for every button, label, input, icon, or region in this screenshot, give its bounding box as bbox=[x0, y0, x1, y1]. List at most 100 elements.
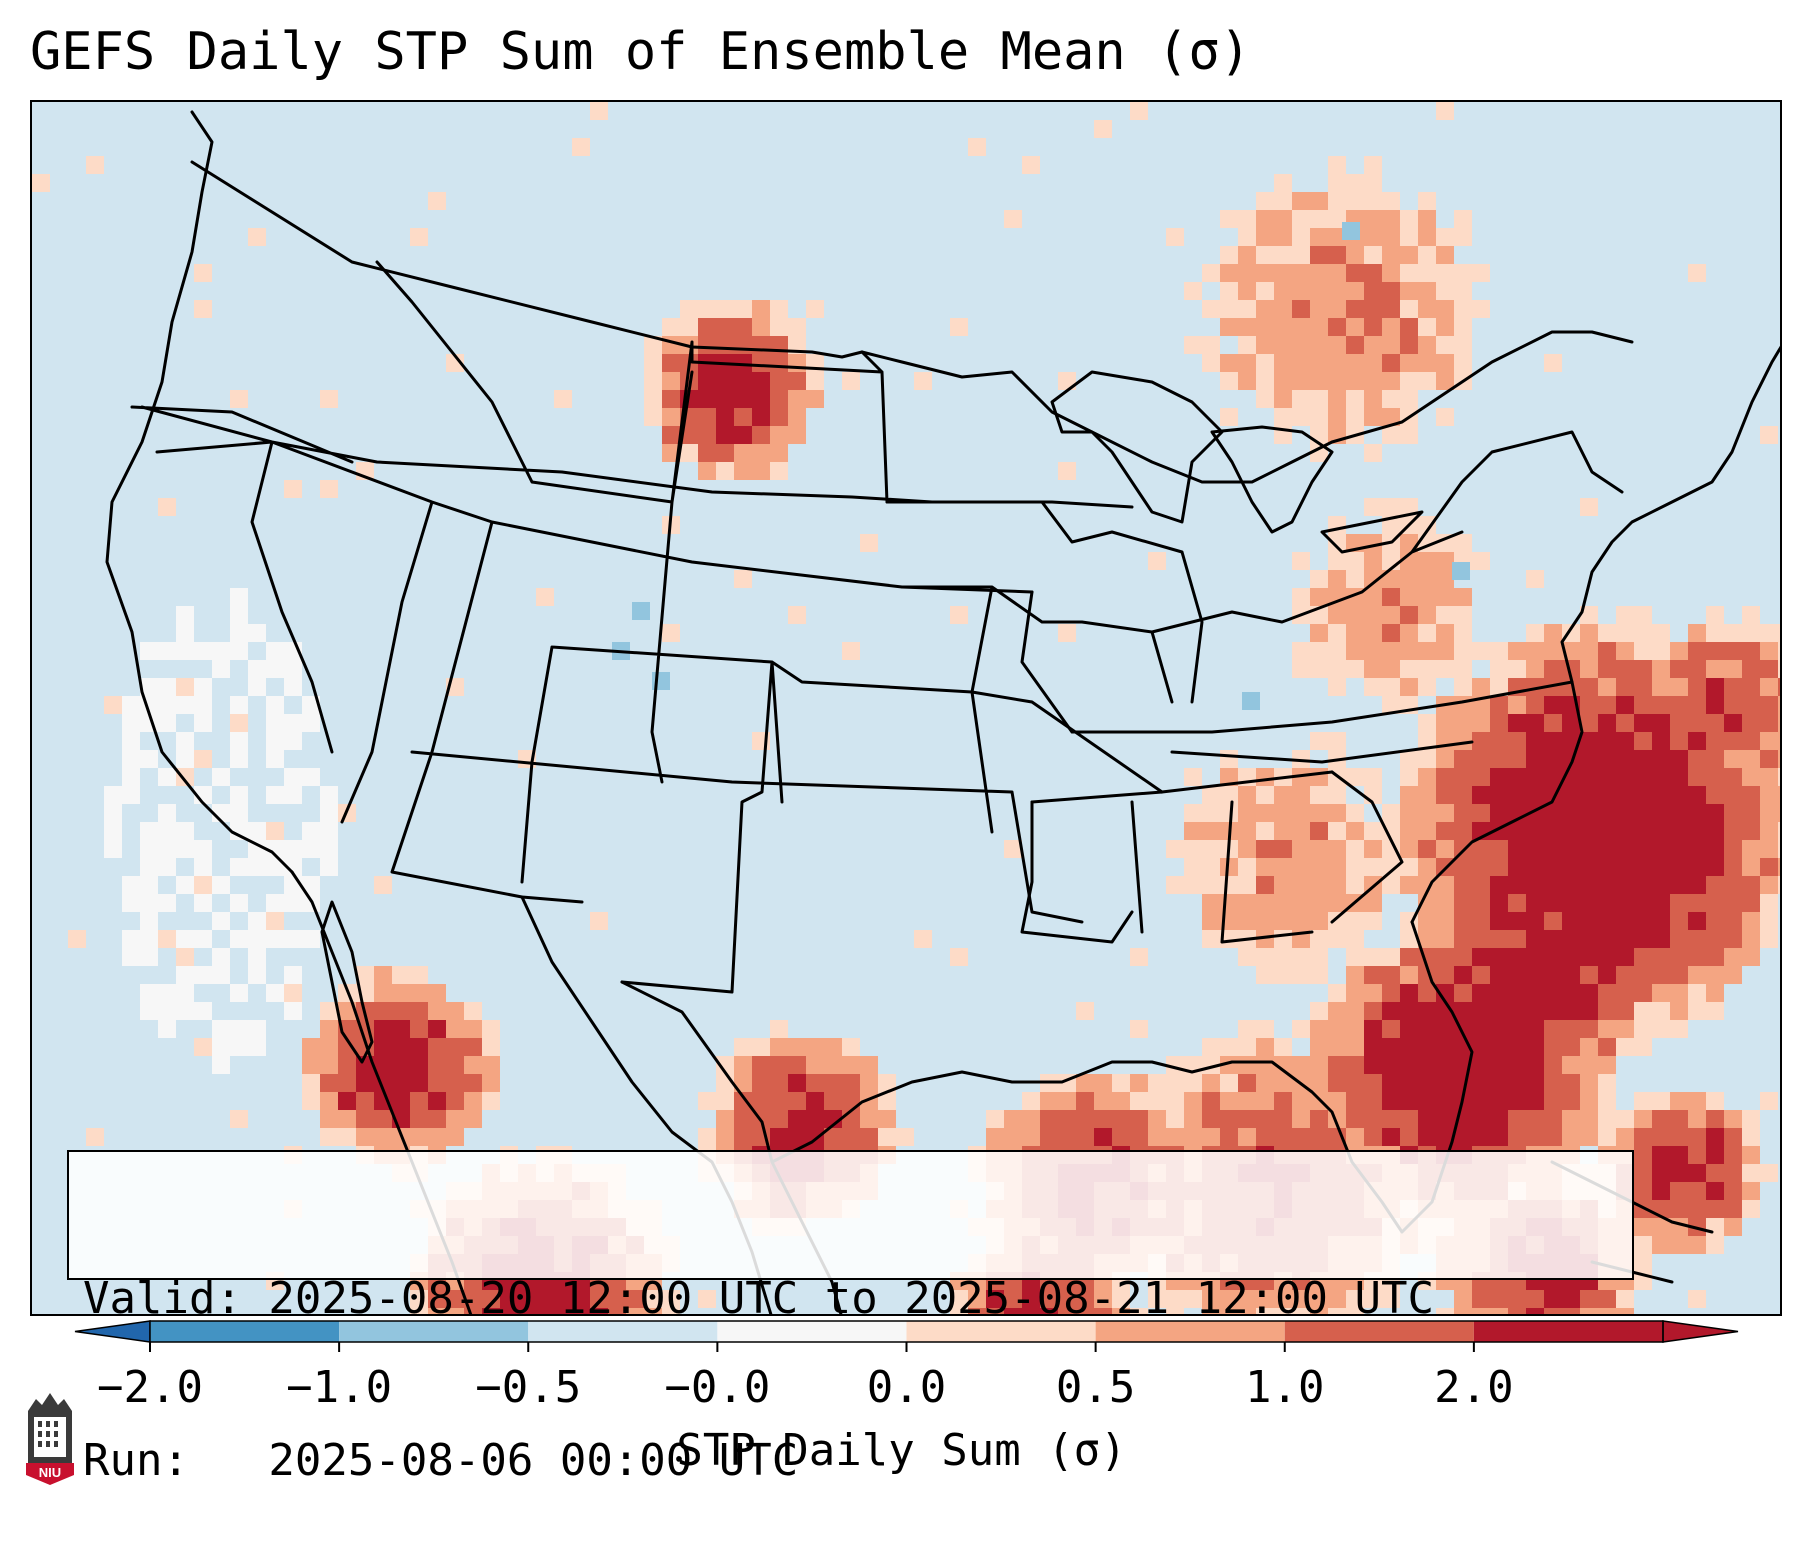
data-pixel bbox=[428, 192, 446, 210]
data-pixel bbox=[1346, 1128, 1364, 1146]
logo-text: NIU bbox=[39, 1465, 61, 1480]
data-pixel bbox=[1544, 1056, 1562, 1074]
colorbar-tick-label: 0.5 bbox=[1055, 1362, 1136, 1413]
data-pixel bbox=[1490, 696, 1508, 714]
data-pixel bbox=[212, 1056, 230, 1074]
data-pixel bbox=[1454, 300, 1472, 318]
data-pixel bbox=[1526, 570, 1544, 588]
data-pixel bbox=[968, 138, 986, 156]
data-pixel bbox=[446, 1290, 464, 1308]
data-pixel bbox=[1382, 264, 1400, 282]
data-pixel bbox=[1220, 1074, 1238, 1092]
data-pixel bbox=[1706, 948, 1724, 966]
data-pixel bbox=[212, 912, 230, 930]
data-pixel bbox=[842, 372, 860, 390]
data-pixel bbox=[1346, 552, 1364, 570]
data-pixel bbox=[1094, 1092, 1112, 1110]
data-pixel bbox=[1562, 1038, 1580, 1056]
data-pixel bbox=[1346, 606, 1364, 624]
data-pixel bbox=[716, 1110, 734, 1128]
data-pixel bbox=[1454, 714, 1472, 732]
data-pixel bbox=[1598, 840, 1616, 858]
data-pixel bbox=[1724, 1128, 1742, 1146]
data-pixel bbox=[1634, 1146, 1652, 1164]
data-pixel bbox=[1364, 1074, 1382, 1092]
data-pixel bbox=[770, 1038, 788, 1056]
data-pixel bbox=[1202, 876, 1220, 894]
data-pixel bbox=[1418, 246, 1436, 264]
data-pixel bbox=[1634, 750, 1652, 768]
data-pixel bbox=[1688, 1200, 1706, 1218]
data-pixel bbox=[1472, 714, 1490, 732]
data-pixel bbox=[1112, 1128, 1130, 1146]
data-pixel bbox=[1598, 1110, 1616, 1128]
data-pixel bbox=[1508, 696, 1526, 714]
data-pixel bbox=[1220, 372, 1238, 390]
data-pixel bbox=[1310, 966, 1328, 984]
data-pixel bbox=[1436, 1020, 1454, 1038]
data-pixel bbox=[1166, 1290, 1184, 1308]
data-pixel bbox=[1184, 804, 1202, 822]
data-pixel bbox=[1490, 1038, 1508, 1056]
data-pixel bbox=[1328, 390, 1346, 408]
data-pixel bbox=[1688, 1164, 1706, 1182]
data-pixel bbox=[1616, 1038, 1634, 1056]
data-pixel bbox=[1130, 1308, 1148, 1314]
data-pixel bbox=[158, 822, 176, 840]
state-borders bbox=[105, 110, 1780, 1314]
data-pixel bbox=[1760, 1164, 1778, 1182]
data-pixel bbox=[266, 714, 284, 732]
data-pixel bbox=[1328, 282, 1346, 300]
data-pixel bbox=[1652, 876, 1670, 894]
data-pixel bbox=[1634, 894, 1652, 912]
data-pixel bbox=[320, 1092, 338, 1110]
data-pixel bbox=[572, 138, 590, 156]
data-pixel bbox=[1688, 696, 1706, 714]
data-pixel bbox=[284, 840, 302, 858]
data-pixel bbox=[1292, 1092, 1310, 1110]
data-pixel bbox=[1742, 750, 1760, 768]
data-pixel bbox=[1472, 876, 1490, 894]
data-pixel bbox=[632, 602, 650, 620]
data-pixel bbox=[1292, 660, 1310, 678]
data-pixel bbox=[1112, 1308, 1130, 1314]
border-canada bbox=[190, 160, 1634, 484]
data-pixel bbox=[1598, 804, 1616, 822]
data-pixel bbox=[1364, 228, 1382, 246]
data-pixel bbox=[1112, 1092, 1130, 1110]
data-pixel bbox=[770, 1092, 788, 1110]
data-pixel bbox=[554, 1290, 572, 1308]
data-pixel bbox=[1418, 570, 1436, 588]
data-pixel bbox=[1508, 894, 1526, 912]
data-pixel bbox=[1274, 930, 1292, 948]
data-pixel bbox=[68, 930, 86, 948]
data-pixel bbox=[230, 732, 248, 750]
data-pixel bbox=[1706, 732, 1724, 750]
data-pixel bbox=[428, 1074, 446, 1092]
data-pixel bbox=[1346, 318, 1364, 336]
data-pixel bbox=[1364, 1092, 1382, 1110]
data-pixel bbox=[356, 966, 374, 984]
data-pixel bbox=[1454, 1128, 1472, 1146]
data-pixel bbox=[554, 1308, 572, 1314]
data-pixel bbox=[1058, 1128, 1076, 1146]
data-pixel bbox=[770, 1074, 788, 1092]
data-pixel bbox=[1670, 750, 1688, 768]
data-pixel bbox=[86, 1128, 104, 1146]
data-pixel bbox=[338, 1128, 356, 1146]
data-pixel bbox=[1328, 372, 1346, 390]
data-pixel bbox=[320, 1110, 338, 1128]
data-pixel bbox=[1580, 858, 1598, 876]
data-pixel bbox=[1076, 1110, 1094, 1128]
data-pixel bbox=[1310, 282, 1328, 300]
data-pixel bbox=[1472, 678, 1490, 696]
data-pixel bbox=[194, 678, 212, 696]
data-pixel bbox=[1184, 1128, 1202, 1146]
data-pixel bbox=[1058, 624, 1076, 642]
data-pixel bbox=[788, 390, 806, 408]
data-pixel bbox=[1364, 984, 1382, 1002]
data-pixel bbox=[1328, 1290, 1346, 1308]
data-pixel bbox=[1292, 894, 1310, 912]
data-pixel bbox=[1634, 1182, 1652, 1200]
data-pixel bbox=[500, 1308, 518, 1314]
